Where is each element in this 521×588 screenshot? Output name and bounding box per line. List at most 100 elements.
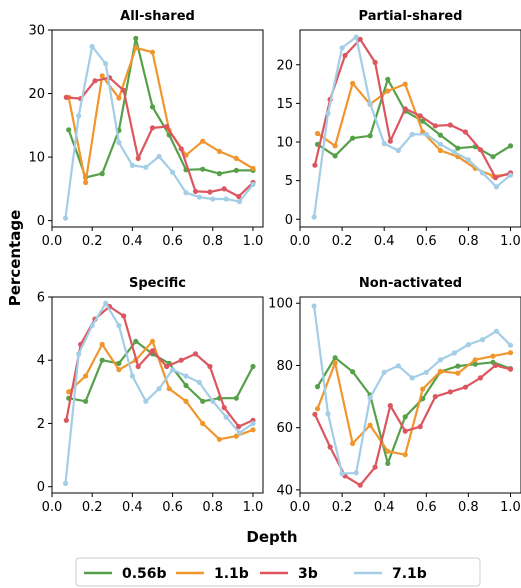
y-tick-label: 80 bbox=[276, 359, 293, 374]
data-point bbox=[367, 422, 373, 428]
x-tick-label: 0.8 bbox=[458, 500, 479, 515]
data-point bbox=[103, 61, 109, 67]
y-axis-label: Percentage bbox=[6, 210, 24, 307]
data-point bbox=[420, 386, 426, 392]
series-line-7.1b bbox=[313, 305, 512, 475]
data-point bbox=[381, 369, 387, 375]
data-point bbox=[490, 154, 496, 160]
data-point bbox=[183, 398, 189, 404]
plot-frame bbox=[51, 296, 264, 494]
data-point bbox=[493, 184, 499, 190]
data-point bbox=[402, 106, 408, 112]
y-tick-label: 2 bbox=[37, 417, 45, 432]
data-point bbox=[455, 363, 461, 369]
x-tick-label: 0.6 bbox=[162, 234, 183, 249]
x-tick-label: 0.4 bbox=[374, 234, 395, 249]
data-point bbox=[367, 133, 373, 139]
plot-frame bbox=[51, 29, 264, 228]
data-point bbox=[103, 300, 109, 306]
data-point bbox=[332, 153, 338, 159]
data-point bbox=[462, 384, 468, 390]
data-point bbox=[149, 338, 156, 344]
data-point bbox=[423, 369, 429, 375]
data-point bbox=[437, 132, 443, 138]
data-point bbox=[223, 414, 229, 420]
data-point bbox=[89, 43, 95, 50]
panel-2: Specific 0.0 0.2 0.4 0.6 0.8 1.0 0 2 4 6 bbox=[37, 276, 264, 515]
data-point bbox=[99, 171, 105, 177]
y-tick-label: 5 bbox=[285, 174, 293, 189]
legend-label-1.1b: 1.1b bbox=[214, 566, 249, 582]
data-point bbox=[216, 436, 222, 442]
data-point bbox=[200, 138, 206, 144]
data-point bbox=[312, 162, 318, 168]
data-point bbox=[417, 424, 423, 430]
data-point bbox=[210, 398, 216, 404]
data-point bbox=[385, 76, 391, 82]
data-point bbox=[178, 357, 184, 363]
data-point bbox=[350, 440, 356, 447]
data-point bbox=[402, 81, 408, 87]
data-point bbox=[164, 124, 170, 130]
data-point bbox=[492, 175, 499, 181]
data-point bbox=[472, 361, 478, 367]
data-point bbox=[192, 188, 199, 194]
data-point bbox=[92, 78, 98, 84]
data-point bbox=[99, 73, 105, 79]
y-tick-label: 100 bbox=[268, 297, 293, 312]
data-point bbox=[493, 328, 499, 334]
x-tick-label: 0.8 bbox=[202, 234, 223, 249]
data-point bbox=[353, 34, 359, 40]
series-line-1.1b bbox=[67, 46, 254, 184]
y-tick-label: 0 bbox=[37, 480, 45, 495]
data-point bbox=[236, 193, 242, 200]
data-point bbox=[149, 49, 156, 55]
x-tick-label: 0.6 bbox=[162, 500, 183, 515]
panel-title: Partial-shared bbox=[359, 9, 463, 24]
y-tick-label: 10 bbox=[28, 151, 45, 166]
series-line-1.1b bbox=[67, 340, 254, 441]
data-point bbox=[200, 166, 206, 172]
x-tick-label: 1.0 bbox=[243, 500, 264, 515]
data-point bbox=[417, 113, 423, 119]
data-point bbox=[66, 389, 72, 395]
series-line-1.1b bbox=[316, 82, 511, 178]
data-point bbox=[477, 147, 483, 153]
data-point bbox=[210, 196, 216, 202]
data-point bbox=[236, 199, 243, 205]
data-point bbox=[372, 464, 378, 470]
data-point bbox=[66, 127, 72, 133]
data-point bbox=[311, 214, 317, 220]
data-point bbox=[437, 141, 443, 147]
data-point bbox=[339, 45, 345, 51]
data-point bbox=[178, 146, 184, 152]
data-point bbox=[63, 417, 69, 423]
data-point bbox=[367, 395, 373, 401]
data-point bbox=[129, 162, 135, 168]
data-point bbox=[314, 406, 321, 412]
data-point bbox=[357, 36, 363, 42]
data-point bbox=[156, 386, 162, 392]
data-point bbox=[367, 100, 373, 106]
panel-3: Non-activated 0.0 0.2 0.4 0.6 0.8 1.0 40 60 80 100 bbox=[268, 276, 521, 515]
data-point bbox=[507, 366, 514, 372]
series-line-0.56b bbox=[67, 37, 253, 179]
x-tick-label: 0.0 bbox=[42, 500, 63, 515]
plot-frame bbox=[299, 29, 521, 228]
data-point bbox=[325, 110, 331, 116]
data-point bbox=[233, 155, 239, 161]
data-point bbox=[465, 157, 471, 163]
y-tick-label: 15 bbox=[276, 97, 293, 112]
y-tick-label: 10 bbox=[276, 136, 293, 151]
data-point bbox=[462, 129, 468, 135]
data-point bbox=[116, 322, 122, 329]
data-point bbox=[385, 88, 391, 94]
x-tick-label: 0.4 bbox=[374, 500, 395, 515]
data-point bbox=[451, 149, 457, 155]
series-line-0.56b bbox=[316, 356, 511, 465]
data-point bbox=[507, 350, 514, 356]
data-point bbox=[135, 155, 141, 161]
panel-0: All-shared 0.0 0.2 0.4 0.6 0.8 1.0 0 10 20 30 bbox=[28, 9, 264, 249]
data-point bbox=[170, 169, 176, 175]
